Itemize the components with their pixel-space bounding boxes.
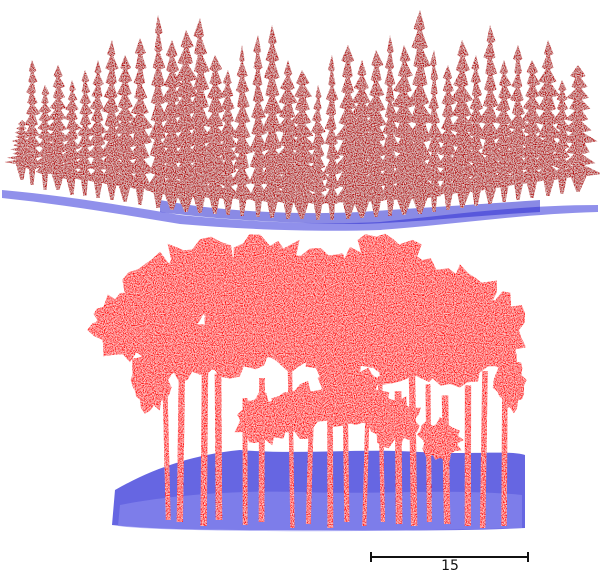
scale-bar (370, 552, 529, 562)
bottom-tree-trunk (200, 367, 209, 527)
top-tree (502, 45, 533, 200)
top-tree (145, 15, 174, 208)
top-understory (2, 190, 598, 231)
top-tree (126, 38, 155, 205)
top-tree (230, 45, 255, 216)
bottom-tree-crown (407, 320, 495, 388)
bottom-tree-crown (417, 416, 464, 461)
top-tree (306, 85, 331, 220)
top-tree (4, 120, 37, 180)
top-tree (72, 70, 95, 196)
top-tree (465, 55, 490, 206)
top-tree (556, 65, 600, 192)
bottom-tree-crown (368, 393, 421, 449)
top-tree (383, 45, 426, 215)
scale-bar-label: 15 (441, 558, 459, 574)
bottom-tree-trunk (214, 373, 223, 521)
top-tree (215, 70, 241, 215)
top-tree (150, 40, 192, 210)
bottom-tree-crown (271, 380, 333, 439)
top-canopy (4, 10, 600, 220)
bottom-tree-crown (311, 367, 390, 427)
top-tree (332, 45, 369, 219)
top-understory-dark (160, 200, 540, 224)
top-point-cloud-panel (2, 10, 600, 231)
top-tree (377, 35, 402, 216)
bottom-tree-trunk (162, 385, 171, 521)
top-tree (256, 25, 288, 218)
bottom-tree-trunk (408, 374, 418, 527)
top-tree (181, 18, 215, 213)
top-tree (19, 60, 43, 185)
bottom-tree-crown (492, 345, 527, 414)
top-tree (473, 25, 508, 204)
top-tree (35, 85, 56, 190)
top-tree (425, 50, 445, 212)
bottom-canopy (87, 233, 527, 529)
bottom-tree-crown (93, 292, 149, 345)
top-tree (532, 40, 566, 196)
top-tree (248, 35, 272, 217)
top-tree (96, 40, 125, 200)
bottom-tree-crown (130, 344, 174, 414)
bottom-tree-crown (184, 313, 278, 379)
top-tree (278, 70, 323, 219)
bottom-tree-trunk (479, 371, 488, 529)
top-tree (195, 55, 231, 214)
bottom-point-cloud-panel (87, 233, 527, 532)
top-tree (161, 30, 206, 212)
top-tree (434, 65, 462, 210)
top-tree (321, 55, 342, 220)
bottom-tree-trunk (176, 364, 186, 523)
top-tree (550, 80, 576, 194)
top-tree (443, 40, 485, 208)
top-tree (398, 10, 442, 214)
